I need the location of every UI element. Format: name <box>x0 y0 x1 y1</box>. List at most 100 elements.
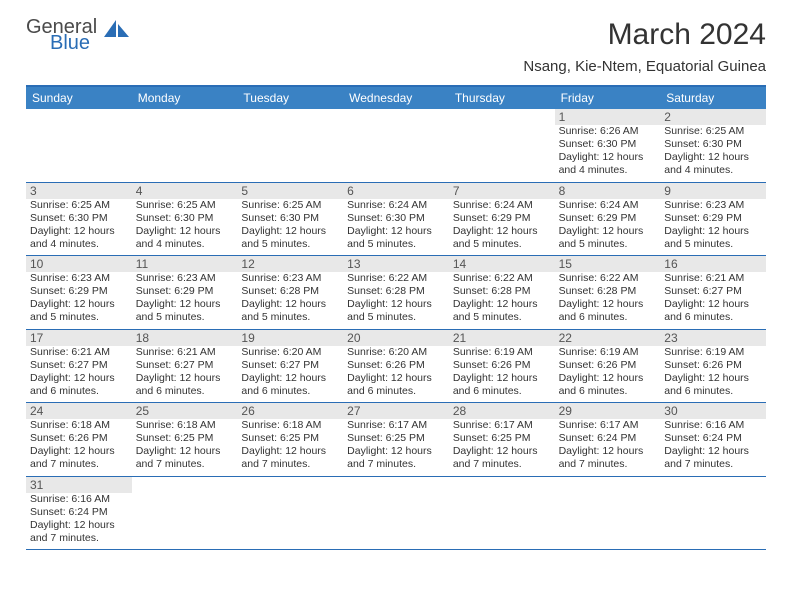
day-cell <box>343 477 449 550</box>
day-number-row: 19 <box>237 330 343 346</box>
day-cell: 15Sunrise: 6:22 AMSunset: 6:28 PMDayligh… <box>555 256 661 329</box>
daylight-text: Daylight: 12 hours and 7 minutes. <box>30 519 128 545</box>
day-number-row: 25 <box>132 403 238 419</box>
daylight-text: Daylight: 12 hours and 6 minutes. <box>559 372 657 398</box>
day-number: 26 <box>241 404 254 418</box>
sunrise-text: Sunrise: 6:18 AM <box>30 419 128 432</box>
day-cell <box>449 109 555 182</box>
day-cell: 13Sunrise: 6:22 AMSunset: 6:28 PMDayligh… <box>343 256 449 329</box>
day-number: 24 <box>30 404 43 418</box>
day-number-row: 31 <box>26 477 132 493</box>
day-number: 21 <box>453 331 466 345</box>
day-cell: 25Sunrise: 6:18 AMSunset: 6:25 PMDayligh… <box>132 403 238 476</box>
sunrise-text: Sunrise: 6:24 AM <box>559 199 657 212</box>
day-cell: 14Sunrise: 6:22 AMSunset: 6:28 PMDayligh… <box>449 256 555 329</box>
sunset-text: Sunset: 6:30 PM <box>241 212 339 225</box>
sunset-text: Sunset: 6:28 PM <box>453 285 551 298</box>
sunrise-text: Sunrise: 6:19 AM <box>559 346 657 359</box>
logo-sail-icon <box>104 20 130 40</box>
day-cell: 10Sunrise: 6:23 AMSunset: 6:29 PMDayligh… <box>26 256 132 329</box>
day-number-row: 4 <box>132 183 238 199</box>
day-number: 19 <box>241 331 254 345</box>
sunrise-text: Sunrise: 6:17 AM <box>453 419 551 432</box>
week-row: 24Sunrise: 6:18 AMSunset: 6:26 PMDayligh… <box>26 403 766 477</box>
daylight-text: Daylight: 12 hours and 4 minutes. <box>559 151 657 177</box>
day-number-row: 8 <box>555 183 661 199</box>
day-number: 31 <box>30 478 43 492</box>
day-number: 16 <box>664 257 677 271</box>
day-cell: 3Sunrise: 6:25 AMSunset: 6:30 PMDaylight… <box>26 183 132 256</box>
sunrise-text: Sunrise: 6:21 AM <box>136 346 234 359</box>
day-number-row: 21 <box>449 330 555 346</box>
sunset-text: Sunset: 6:28 PM <box>241 285 339 298</box>
day-number-row: 26 <box>237 403 343 419</box>
daylight-text: Daylight: 12 hours and 7 minutes. <box>30 445 128 471</box>
daylight-text: Daylight: 12 hours and 6 minutes. <box>453 372 551 398</box>
day-cell <box>132 477 238 550</box>
sunset-text: Sunset: 6:26 PM <box>453 359 551 372</box>
sunrise-text: Sunrise: 6:18 AM <box>241 419 339 432</box>
day-number-row: 14 <box>449 256 555 272</box>
day-number: 30 <box>664 404 677 418</box>
day-cell: 23Sunrise: 6:19 AMSunset: 6:26 PMDayligh… <box>660 330 766 403</box>
day-number: 9 <box>664 184 671 198</box>
sunrise-text: Sunrise: 6:25 AM <box>136 199 234 212</box>
sunset-text: Sunset: 6:30 PM <box>664 138 762 151</box>
day-number-row: 15 <box>555 256 661 272</box>
weekday-monday: Monday <box>132 87 238 109</box>
day-cell: 26Sunrise: 6:18 AMSunset: 6:25 PMDayligh… <box>237 403 343 476</box>
sunset-text: Sunset: 6:26 PM <box>347 359 445 372</box>
day-cell <box>343 109 449 182</box>
sunset-text: Sunset: 6:26 PM <box>559 359 657 372</box>
day-cell: 16Sunrise: 6:21 AMSunset: 6:27 PMDayligh… <box>660 256 766 329</box>
weekday-thursday: Thursday <box>449 87 555 109</box>
weekday-header-row: Sunday Monday Tuesday Wednesday Thursday… <box>26 87 766 109</box>
sunrise-text: Sunrise: 6:25 AM <box>241 199 339 212</box>
daylight-text: Daylight: 12 hours and 5 minutes. <box>664 225 762 251</box>
sunrise-text: Sunrise: 6:24 AM <box>453 199 551 212</box>
day-number: 5 <box>241 184 248 198</box>
daylight-text: Daylight: 12 hours and 5 minutes. <box>241 298 339 324</box>
week-row: 1Sunrise: 6:26 AMSunset: 6:30 PMDaylight… <box>26 109 766 183</box>
daylight-text: Daylight: 12 hours and 5 minutes. <box>347 225 445 251</box>
sunrise-text: Sunrise: 6:21 AM <box>30 346 128 359</box>
daylight-text: Daylight: 12 hours and 7 minutes. <box>559 445 657 471</box>
day-cell: 11Sunrise: 6:23 AMSunset: 6:29 PMDayligh… <box>132 256 238 329</box>
day-cell <box>237 477 343 550</box>
day-cell: 17Sunrise: 6:21 AMSunset: 6:27 PMDayligh… <box>26 330 132 403</box>
day-cell: 4Sunrise: 6:25 AMSunset: 6:30 PMDaylight… <box>132 183 238 256</box>
page-title: March 2024 <box>523 18 766 52</box>
sunset-text: Sunset: 6:29 PM <box>136 285 234 298</box>
sunrise-text: Sunrise: 6:22 AM <box>559 272 657 285</box>
sunrise-text: Sunrise: 6:26 AM <box>559 125 657 138</box>
logo: General Blue <box>26 18 130 53</box>
day-number-row: 11 <box>132 256 238 272</box>
day-number: 14 <box>453 257 466 271</box>
day-number: 25 <box>136 404 149 418</box>
day-cell: 31Sunrise: 6:16 AMSunset: 6:24 PMDayligh… <box>26 477 132 550</box>
daylight-text: Daylight: 12 hours and 5 minutes. <box>347 298 445 324</box>
day-number-row: 29 <box>555 403 661 419</box>
day-number-row: 23 <box>660 330 766 346</box>
day-cell <box>449 477 555 550</box>
sunset-text: Sunset: 6:30 PM <box>136 212 234 225</box>
day-number-row: 13 <box>343 256 449 272</box>
day-cell: 24Sunrise: 6:18 AMSunset: 6:26 PMDayligh… <box>26 403 132 476</box>
day-cell: 19Sunrise: 6:20 AMSunset: 6:27 PMDayligh… <box>237 330 343 403</box>
day-number-row: 24 <box>26 403 132 419</box>
sunrise-text: Sunrise: 6:24 AM <box>347 199 445 212</box>
daylight-text: Daylight: 12 hours and 5 minutes. <box>241 225 339 251</box>
day-number: 27 <box>347 404 360 418</box>
week-row: 10Sunrise: 6:23 AMSunset: 6:29 PMDayligh… <box>26 256 766 330</box>
weekday-sunday: Sunday <box>26 87 132 109</box>
sunset-text: Sunset: 6:26 PM <box>30 432 128 445</box>
calendar: Sunday Monday Tuesday Wednesday Thursday… <box>26 85 766 550</box>
day-number-row: 27 <box>343 403 449 419</box>
day-cell: 28Sunrise: 6:17 AMSunset: 6:25 PMDayligh… <box>449 403 555 476</box>
day-cell: 6Sunrise: 6:24 AMSunset: 6:30 PMDaylight… <box>343 183 449 256</box>
sunrise-text: Sunrise: 6:21 AM <box>664 272 762 285</box>
daylight-text: Daylight: 12 hours and 6 minutes. <box>30 372 128 398</box>
sunrise-text: Sunrise: 6:17 AM <box>347 419 445 432</box>
day-number: 3 <box>30 184 37 198</box>
day-number: 8 <box>559 184 566 198</box>
